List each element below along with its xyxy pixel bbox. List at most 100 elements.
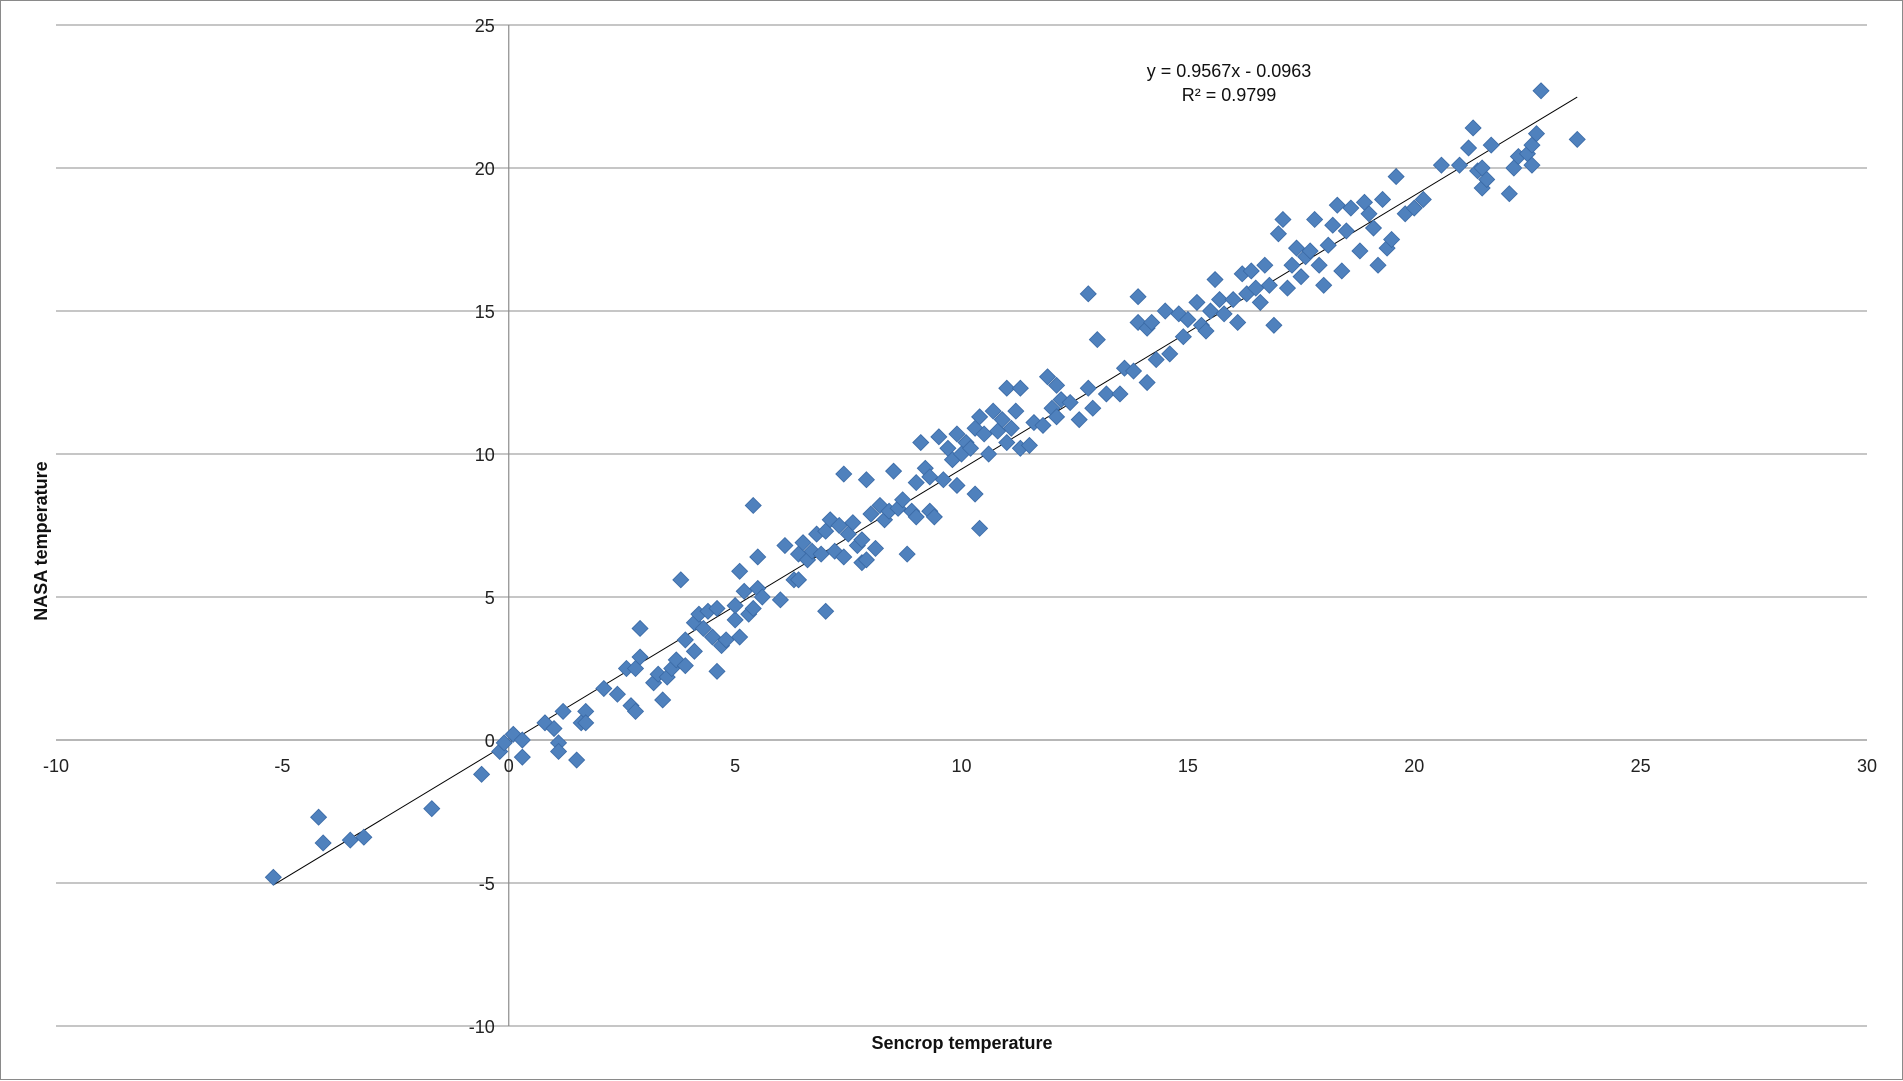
data-point xyxy=(1387,168,1405,186)
data-point xyxy=(676,657,694,675)
data-point xyxy=(549,742,568,761)
data-point xyxy=(853,531,871,549)
data-point xyxy=(993,411,1011,429)
data-point xyxy=(1179,311,1197,329)
data-point xyxy=(1342,199,1360,217)
data-point xyxy=(1048,376,1066,394)
data-point xyxy=(980,445,998,463)
data-point xyxy=(1360,205,1378,223)
data-point xyxy=(1319,236,1337,254)
data-point xyxy=(1287,239,1306,257)
data-point xyxy=(1292,268,1310,286)
data-point xyxy=(1242,262,1260,280)
data-point xyxy=(1156,302,1174,320)
y-tick-label: -5 xyxy=(479,874,495,894)
y-tick-label: 10 xyxy=(475,445,495,465)
data-point xyxy=(568,751,586,769)
data-point xyxy=(835,548,853,566)
data-point xyxy=(1034,416,1052,434)
data-point xyxy=(1310,256,1328,274)
data-point xyxy=(495,734,513,752)
data-point xyxy=(961,439,980,457)
y-tick-label: 20 xyxy=(475,159,495,179)
data-point xyxy=(554,702,572,720)
data-point xyxy=(1351,242,1369,260)
data-point xyxy=(1188,293,1206,311)
x-tick-label: 15 xyxy=(1178,756,1198,776)
data-point xyxy=(423,800,441,818)
data-point xyxy=(866,539,885,557)
data-point xyxy=(1274,210,1292,229)
data-point xyxy=(885,462,903,480)
data-point xyxy=(998,433,1016,452)
data-point xyxy=(355,828,373,846)
data-point xyxy=(1333,262,1351,280)
data-point xyxy=(1328,196,1346,214)
data-point xyxy=(789,571,808,589)
data-point xyxy=(1373,190,1392,209)
data-point xyxy=(545,719,563,738)
data-point xyxy=(771,591,789,609)
data-point xyxy=(1138,373,1156,392)
x-tick-label: 10 xyxy=(951,756,971,776)
data-point xyxy=(1464,119,1482,137)
data-point xyxy=(1215,305,1233,323)
data-point xyxy=(1084,399,1102,417)
data-point xyxy=(1256,256,1274,274)
x-tick-label: 0 xyxy=(504,756,514,776)
data-point xyxy=(1174,328,1192,346)
data-point xyxy=(744,599,762,618)
data-point xyxy=(934,471,952,489)
data-point xyxy=(1450,156,1469,174)
data-point xyxy=(971,408,989,426)
data-point xyxy=(626,702,645,720)
data-point xyxy=(513,748,531,766)
data-point xyxy=(998,379,1016,397)
data-point xyxy=(608,685,626,703)
y-tick-label: 0 xyxy=(485,731,495,751)
data-point xyxy=(1211,290,1229,309)
y-tick-label: 15 xyxy=(475,302,495,322)
data-point xyxy=(1070,411,1088,429)
data-point xyxy=(513,731,531,749)
x-tick-label: 25 xyxy=(1631,756,1651,776)
data-point xyxy=(676,631,694,649)
data-point xyxy=(1414,190,1432,209)
data-point xyxy=(1147,351,1165,369)
data-point xyxy=(794,534,812,552)
data-point xyxy=(1568,130,1586,148)
data-point xyxy=(654,691,672,709)
data-point xyxy=(1088,331,1106,349)
data-point xyxy=(726,611,744,629)
y-tick-label: 5 xyxy=(485,588,495,608)
y-tick-label: 25 xyxy=(475,16,495,36)
data-point xyxy=(1111,385,1129,403)
data-point xyxy=(694,619,712,638)
data-point xyxy=(1038,368,1057,386)
data-point xyxy=(835,465,853,483)
data-point xyxy=(1269,225,1287,243)
data-points xyxy=(264,82,1586,886)
x-tick-label: -5 xyxy=(274,756,290,776)
data-point xyxy=(631,619,649,638)
data-point xyxy=(1478,170,1496,189)
data-point xyxy=(966,485,984,503)
data-point xyxy=(341,831,359,849)
data-point xyxy=(948,425,966,443)
data-point xyxy=(314,834,332,852)
data-point xyxy=(912,433,930,452)
data-point xyxy=(1143,313,1161,332)
data-point xyxy=(708,662,726,680)
data-point xyxy=(1161,345,1179,363)
data-point xyxy=(744,496,762,515)
data-point xyxy=(1002,419,1020,437)
data-point xyxy=(731,562,749,580)
data-point xyxy=(1079,285,1097,303)
data-point xyxy=(1224,290,1242,309)
data-point xyxy=(672,571,690,589)
data-point xyxy=(971,519,989,537)
data-point xyxy=(921,468,939,486)
data-point xyxy=(817,602,835,620)
data-point xyxy=(703,628,722,646)
